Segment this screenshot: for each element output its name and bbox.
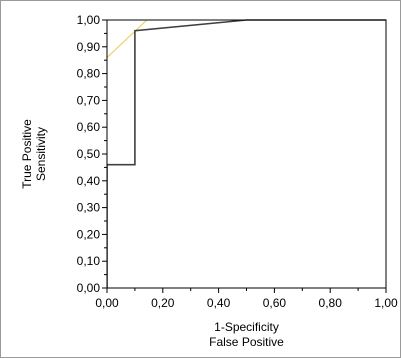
x-tick-label: 0,00 (95, 296, 119, 310)
y-tick-label: 0,90 (77, 40, 101, 54)
y-tick-label: 0,60 (77, 120, 101, 134)
y-tick-label: 0,50 (77, 147, 101, 161)
y-axis-title: True Positive (20, 119, 34, 189)
x-axis-title: False Positive (209, 335, 284, 349)
x-tick-label: 0,80 (319, 296, 343, 310)
x-tick-label: 1,00 (374, 296, 398, 310)
x-tick-label: 0,60 (263, 296, 287, 310)
y-tick-label: 0,10 (77, 254, 101, 268)
y-tick-label: 0,30 (77, 201, 101, 215)
x-tick-label: 0,20 (151, 296, 175, 310)
labels-layer: 0,00 0,10 0,20 0,30 0,40 0,50 0,60 0,70 0,80 0,90… (77, 13, 398, 310)
ticks-layer (102, 19, 387, 293)
x-tick-label: 0,40 (207, 296, 231, 310)
y-tick-label: 0,40 (77, 174, 101, 188)
y-tick-label: 0,20 (77, 227, 101, 241)
x-axis-title: 1-Specificity (214, 320, 279, 334)
y-tick-label: 0,80 (77, 67, 101, 81)
plot-area (107, 20, 386, 288)
y-axis-title: Sensitivity (34, 127, 48, 181)
y-tick-label: 1,00 (77, 13, 101, 27)
reference-line (107, 19, 148, 58)
y-tick-label: 0,00 (77, 281, 101, 295)
y-tick-label: 0,70 (77, 93, 101, 107)
